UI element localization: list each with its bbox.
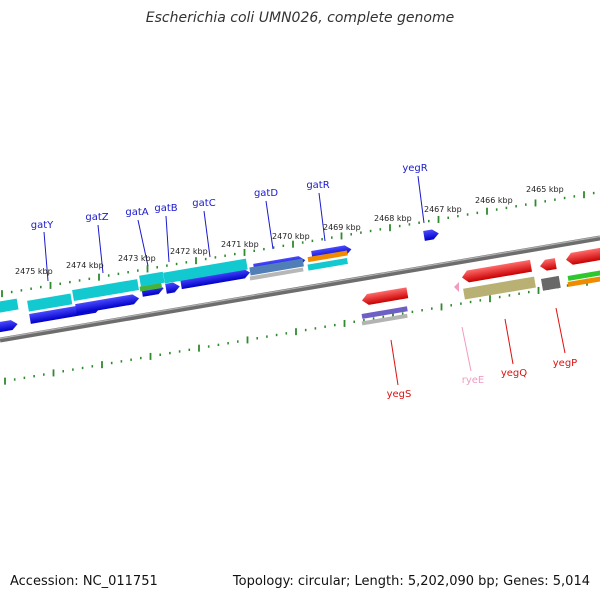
label-leader-line <box>43 231 49 282</box>
reverse-cds-arrow <box>462 259 533 283</box>
gene-label: gatZ <box>85 212 108 223</box>
gene-labels: gatY gatZ gatA gatB gatC gatD gatR yegR yegS ryeE… <box>31 163 577 400</box>
gene-bar <box>463 276 536 300</box>
label-leader-line <box>265 200 274 250</box>
tick-label: 2467 kbp <box>424 205 462 214</box>
feature-tracks <box>0 229 600 334</box>
rna-arrow <box>454 282 459 292</box>
gene-bar <box>361 306 408 319</box>
tick-label: 2468 kbp <box>374 214 412 223</box>
gene-bar <box>139 271 165 287</box>
label-leader-line <box>137 219 149 267</box>
gene-bar <box>139 283 163 292</box>
upper-tick-row <box>1 191 595 298</box>
gene-label: yegS <box>387 389 412 400</box>
topology-summary: Topology: circular; Length: 5,202,090 bp… <box>232 574 590 589</box>
gene-bar <box>249 267 304 281</box>
gene-bar <box>361 313 408 326</box>
tick-label: 2475 kbp <box>15 267 53 276</box>
label-leader-line <box>555 307 566 354</box>
tick-label: 2471 kbp <box>221 240 259 249</box>
forward-cds-arrow <box>75 294 140 315</box>
forward-cds-arrow <box>423 229 439 241</box>
reverse-cds-arrow <box>540 258 557 271</box>
reverse-cds-arrow <box>566 247 600 265</box>
forward-cds-arrow <box>0 320 18 334</box>
gene-bar <box>567 275 600 287</box>
gene-bar <box>163 258 248 284</box>
accession-text: Accession: NC_011751 <box>10 574 158 589</box>
gene-label: gatB <box>154 203 177 214</box>
gene-label: yegR <box>402 163 427 174</box>
tick-label: 2470 kbp <box>272 232 310 241</box>
label-leader-line <box>97 224 104 274</box>
tick-label: 2466 kbp <box>475 196 513 205</box>
label-leader-line <box>504 318 514 365</box>
tick-label: 2474 kbp <box>66 261 104 270</box>
genome-backbone <box>0 235 600 343</box>
forward-cds-arrow <box>180 268 251 290</box>
gene-label: gatA <box>125 207 148 218</box>
gene-label: gatY <box>31 220 54 231</box>
tick-label: 2469 kbp <box>323 223 361 232</box>
gene-bar <box>249 258 304 276</box>
label-leader-line <box>461 326 472 372</box>
gene-bar <box>307 250 348 263</box>
tick-labels: 2475 kbp 2474 kbp 2473 kbp 2472 kbp 2471 kbp… <box>15 185 564 276</box>
gene-label: ryeE <box>462 375 485 386</box>
backbone-highlight <box>0 235 600 340</box>
gene-label: gatD <box>254 188 278 199</box>
forward-cds-arrow <box>165 282 180 294</box>
reverse-cds-arrow <box>362 287 409 305</box>
tick-label: 2465 kbp <box>526 185 564 194</box>
tick-label: 2473 kbp <box>118 254 156 263</box>
label-leader-line <box>318 192 326 242</box>
gene-bar <box>0 298 19 315</box>
label-leader-line <box>417 175 425 224</box>
gene-bar <box>307 257 348 271</box>
gene-bar <box>540 275 561 291</box>
gene-bar <box>27 293 73 312</box>
gene-label: yegQ <box>501 368 527 379</box>
tick-label: 2472 kbp <box>170 247 208 256</box>
label-leader-line <box>165 215 170 263</box>
backbone-line <box>0 235 600 343</box>
map-title: Escherichia coli UMN026, complete genome <box>145 10 455 26</box>
label-leader-line <box>203 210 211 258</box>
label-leader-line <box>390 339 399 386</box>
gene-bar <box>567 269 600 281</box>
gene-label: gatC <box>192 198 215 209</box>
gene-bar <box>72 279 139 302</box>
gene-label: yegP <box>553 358 577 369</box>
gene-label: gatR <box>306 180 329 191</box>
